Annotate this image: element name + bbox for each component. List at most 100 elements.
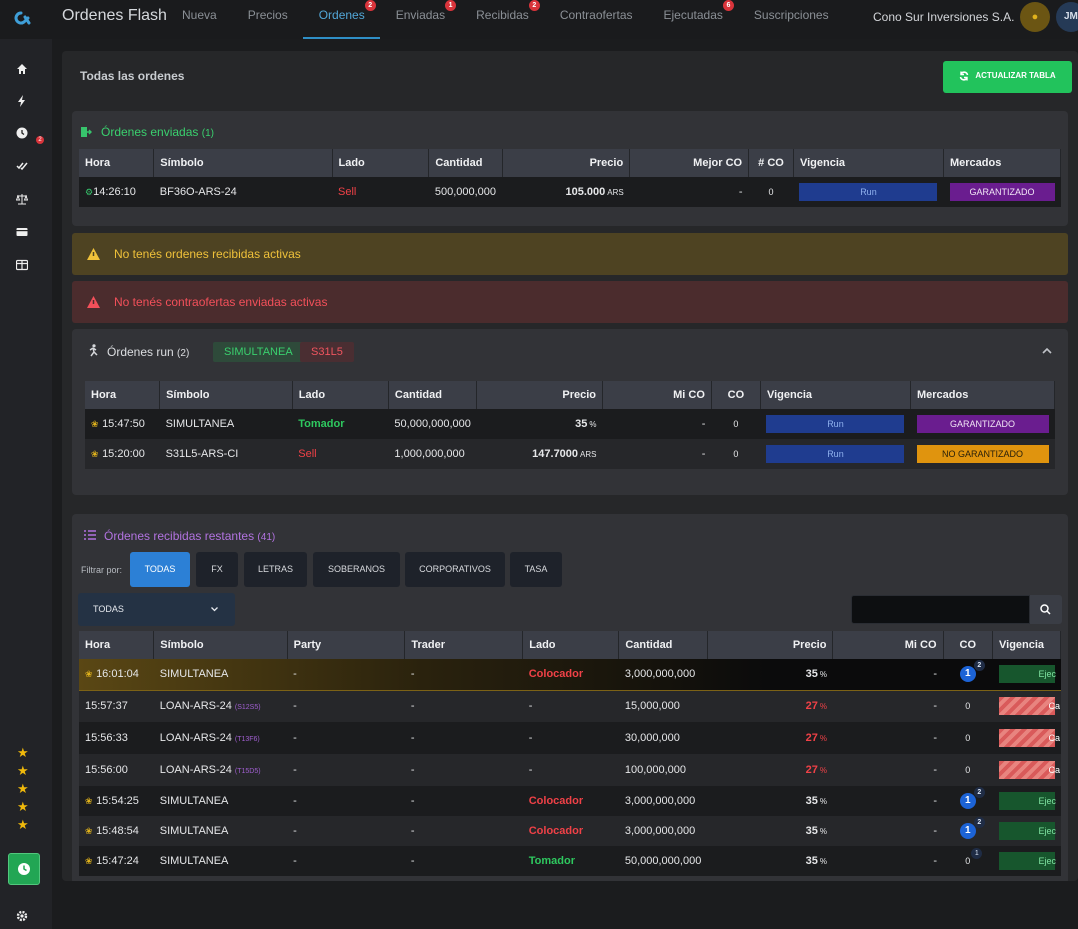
search-icon	[1040, 604, 1051, 615]
table-row[interactable]: ❀ 15:47:50 SIMULTANEA Tomador 50,000,000…	[85, 409, 1055, 439]
filter-todas[interactable]: TODAS	[130, 552, 190, 587]
filter-tasa[interactable]: TASA	[510, 552, 562, 587]
clock-button[interactable]	[8, 853, 40, 885]
nav-recibidas[interactable]: Recibidas 2	[460, 0, 544, 39]
col-precio[interactable]: Precio	[502, 149, 631, 177]
chevron-up-icon[interactable]	[1042, 347, 1052, 354]
vigencia-badge: Ca	[998, 729, 1060, 747]
table-row[interactable]: ❀ 15:47:24 SIMULTANEA - - Tomador 50,000…	[79, 846, 1061, 876]
table-row[interactable]: 15:56:33 LOAN-ARS-24 (T13F6) - - - 30,000…	[79, 722, 1061, 754]
col-lado[interactable]: Lado	[292, 381, 389, 409]
settings-gear-icon[interactable]	[14, 908, 30, 924]
table-row[interactable]: 15:57:37 LOAN-ARS-24 (S12S5) - - - 15,000…	[79, 690, 1061, 722]
nav-ordenes-badge: 2	[364, 0, 376, 11]
update-table-button[interactable]: ACTUALIZAR TABLA	[943, 61, 1072, 93]
table-row[interactable]: ❀ 16:01:04 SIMULTANEA - - Colocador 3,00…	[79, 659, 1061, 690]
table-row[interactable]: ❀ 15:48:54 SIMULTANEA - - Colocador 3,00…	[79, 816, 1061, 846]
col-mercados[interactable]: Mercados	[910, 381, 1055, 409]
list-icon	[84, 530, 96, 540]
search-button[interactable]	[1030, 595, 1062, 624]
col-num-co[interactable]: # CO	[748, 149, 794, 177]
col-co[interactable]: CO	[943, 631, 994, 659]
star-icon[interactable]: ★	[17, 817, 29, 832]
col-party[interactable]: Party	[287, 631, 406, 659]
table-row[interactable]: ❀ 15:20:00 S31L5-ARS-CI Sell 1,000,000,0…	[85, 439, 1055, 469]
nav-ejecutadas[interactable]: Ejecutadas 6	[648, 0, 738, 39]
run-orders-table: Hora Símbolo Lado Cantidad Precio Mi CO …	[85, 381, 1055, 469]
double-check-icon[interactable]	[14, 158, 30, 174]
col-mi-co[interactable]: Mi CO	[602, 381, 712, 409]
scale-icon[interactable]	[14, 191, 30, 207]
refresh-icon	[960, 71, 969, 81]
nav-ordenes[interactable]: Ordenes 2	[302, 0, 380, 39]
nav-suscripciones[interactable]: Suscripciones	[753, 8, 829, 22]
nav-precios[interactable]: Precios	[247, 8, 288, 22]
top-bar: Ordenes Flash Nueva Precios Ordenes 2 Env…	[0, 0, 1078, 39]
col-vigencia[interactable]: Vigencia	[793, 149, 945, 177]
col-hora[interactable]: Hora	[85, 381, 161, 409]
vigencia-badge: Ejec	[998, 852, 1056, 870]
received-orders-panel: Órdenes recibidas restantes (41) Filtrar…	[72, 514, 1068, 881]
home-icon[interactable]	[14, 61, 30, 77]
col-vigencia[interactable]: Vigencia	[760, 381, 912, 409]
col-co[interactable]: CO	[711, 381, 761, 409]
clock-icon[interactable]	[14, 125, 30, 141]
clock-icon	[18, 863, 30, 875]
table-row[interactable]: ⚙14:26:10 BF36O-ARS-24 Sell 500,000,000 …	[79, 177, 1061, 207]
star-icon[interactable]: ★	[17, 745, 29, 760]
col-vigencia[interactable]: Vigencia	[992, 631, 1061, 659]
search-input[interactable]	[851, 595, 1030, 624]
chip-simultanea[interactable]: SIMULTANEA	[213, 342, 304, 362]
col-trader[interactable]: Trader	[404, 631, 524, 659]
filter-corporativos[interactable]: CORPORATIVOS	[405, 552, 505, 587]
medal-icon: ⚙	[85, 187, 94, 197]
col-simbolo[interactable]: Símbolo	[153, 631, 288, 659]
table-row[interactable]: 15:56:00 LOAN-ARS-24 (T15D5) - - - 100,00…	[79, 754, 1061, 786]
col-simbolo[interactable]: Símbolo	[159, 381, 293, 409]
columns-icon[interactable]	[14, 257, 30, 273]
col-mejor-co[interactable]: Mejor CO	[629, 149, 750, 177]
filter-soberanos[interactable]: SOBERANOS	[313, 552, 400, 587]
flash-icon[interactable]	[14, 93, 30, 109]
col-precio[interactable]: Precio	[476, 381, 603, 409]
brand-logo-icon[interactable]	[12, 7, 34, 29]
filter-letras[interactable]: LETRAS	[244, 552, 307, 587]
col-precio[interactable]: Precio	[707, 631, 834, 659]
chat-icon[interactable]: ●	[1020, 2, 1050, 32]
nav-enviadas-badge: 1	[445, 0, 457, 11]
col-simbolo[interactable]: Símbolo	[153, 149, 333, 177]
market-select[interactable]: TODAS	[78, 593, 235, 626]
col-cantidad[interactable]: Cantidad	[388, 381, 478, 409]
col-lado[interactable]: Lado	[522, 631, 620, 659]
medal-icon: ❀	[85, 856, 93, 866]
star-icon[interactable]: ★	[17, 763, 29, 778]
nav-nueva[interactable]: Nueva	[182, 8, 217, 22]
col-cantidad[interactable]: Cantidad	[618, 631, 708, 659]
col-mercados[interactable]: Mercados	[943, 149, 1061, 177]
star-icon[interactable]: ★	[17, 799, 29, 814]
col-lado[interactable]: Lado	[332, 149, 430, 177]
col-mi-co[interactable]: Mi CO	[832, 631, 944, 659]
star-icon[interactable]: ★	[17, 781, 29, 796]
filter-fx[interactable]: FX	[196, 552, 238, 587]
main-content: Todas las ordenes ACTUALIZAR TABLA Órden…	[62, 51, 1078, 881]
col-hora[interactable]: Hora	[79, 149, 155, 177]
nav-enviadas[interactable]: Enviadas 1	[380, 0, 460, 39]
col-cantidad[interactable]: Cantidad	[428, 149, 504, 177]
vigencia-run-badge: Run	[766, 445, 905, 463]
page-title: Todas las ordenes	[80, 69, 185, 83]
medal-icon: ❀	[91, 449, 99, 459]
filter-group: TODAS FX LETRAS SOBERANOS CORPORATIVOS T…	[130, 552, 570, 587]
col-hora[interactable]: Hora	[79, 631, 155, 659]
avatar[interactable]: JM	[1056, 2, 1078, 32]
card-icon[interactable]	[14, 224, 30, 240]
table-row[interactable]: ❀ 15:54:25 SIMULTANEA - - Colocador 3,00…	[79, 786, 1061, 816]
vigencia-badge: Ca	[998, 761, 1060, 779]
nav-contraofertas[interactable]: Contraofertas	[559, 8, 633, 22]
chip-s31l5[interactable]: S31L5	[300, 342, 354, 362]
market-badge: NO GARANTIZADO	[916, 445, 1049, 463]
